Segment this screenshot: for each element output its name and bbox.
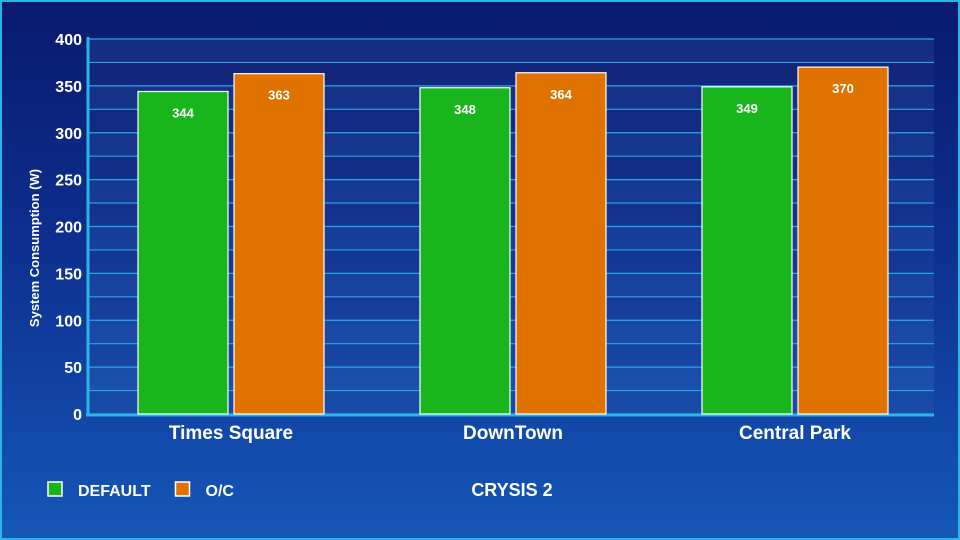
- bar-default: [701, 86, 793, 415]
- data-label: 344: [172, 106, 194, 121]
- data-label: 364: [550, 87, 572, 102]
- data-label: 348: [454, 102, 476, 117]
- y-tick-label: 250: [55, 173, 82, 190]
- y-axis-label: System Consumption (W): [27, 169, 42, 327]
- legend: DEFAULT O/C: [47, 481, 235, 500]
- y-tick-label: 300: [55, 126, 82, 143]
- legend-swatch: [174, 481, 191, 497]
- data-label: 349: [736, 101, 758, 116]
- y-tick-label: 100: [55, 313, 82, 330]
- axes: [86, 37, 934, 417]
- y-tick-label: 50: [64, 360, 82, 377]
- legend-swatch: [47, 481, 63, 497]
- y-tick-label: 200: [55, 220, 82, 237]
- x-category-labels: Times Square DownTown Central Park: [169, 423, 852, 444]
- y-tick-label: 350: [55, 79, 82, 96]
- bar-o-c: [515, 72, 607, 415]
- data-label: 363: [268, 88, 290, 103]
- data-label: 370: [832, 81, 854, 96]
- plot-band: [88, 39, 934, 63]
- y-tick-label: 400: [55, 32, 82, 49]
- y-tick-label: 150: [55, 266, 82, 283]
- chart-title: CRYSIS 2: [471, 480, 552, 500]
- bar-o-c: [797, 66, 889, 415]
- y-tick-labels: 0 50 100 150 200 250 300 350 400: [55, 32, 82, 424]
- bar-o-c: [233, 73, 325, 415]
- legend-label: DEFAULT: [78, 483, 151, 500]
- legend-label: O/C: [206, 483, 235, 500]
- x-category-label: Central Park: [739, 423, 851, 444]
- x-category-label: DownTown: [463, 423, 563, 444]
- bars: 344 363 348 364 349 370: [137, 66, 889, 415]
- bar-default: [137, 90, 229, 415]
- bar-default: [419, 87, 511, 415]
- y-tick-label: 0: [73, 407, 82, 424]
- x-category-label: Times Square: [169, 423, 293, 444]
